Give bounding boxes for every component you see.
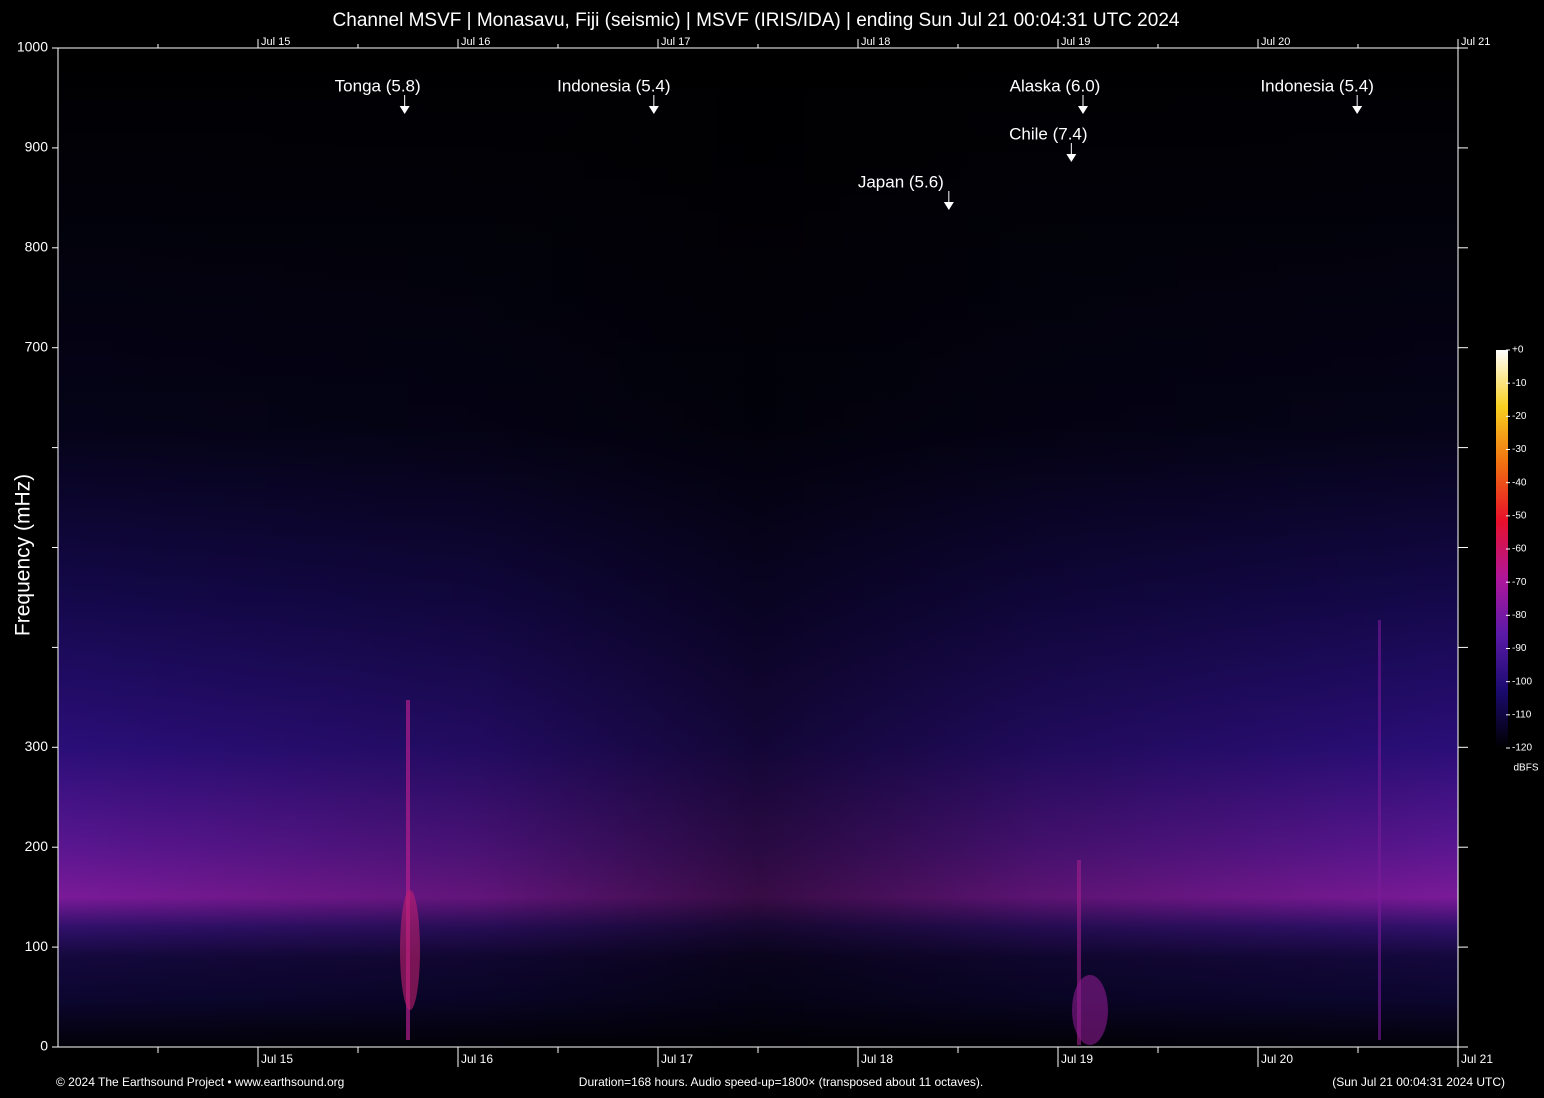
x-tick-label-top: Jul 21 [1461,36,1490,48]
x-tick-label: Jul 15 [261,1052,293,1066]
y-tick-label: 0 [40,1038,48,1054]
x-tick-label: Jul 18 [861,1052,893,1066]
annotation-label: Indonesia (5.4) [557,76,670,95]
colorbar-tick-label: -20 [1512,411,1527,422]
event-streak [1077,860,1081,1045]
annotation-label: Indonesia (5.4) [1260,76,1373,95]
x-tick-label-top: Jul 17 [661,36,690,48]
y-tick-label: 1000 [17,39,48,55]
y-tick-label: 100 [25,938,49,954]
x-tick-label-top: Jul 19 [1061,36,1090,48]
x-tick-label: Jul 21 [1461,1052,1493,1066]
colorbar [1496,350,1508,748]
y-tick-label: 900 [25,139,49,155]
colorbar-tick-label: -10 [1512,378,1527,389]
y-axis-label: Frequency (mHz) [12,474,35,636]
footer-left: © 2024 The Earthsound Project • www.eart… [56,1075,344,1089]
event-streak [400,890,420,1010]
x-tick-label: Jul 20 [1261,1052,1293,1066]
annotation-label: Chile (7.4) [1009,124,1087,143]
annotation-arrow-head [943,202,954,210]
event-streak [406,700,410,1040]
spectrogram-shade [58,48,1458,1047]
annotation-label: Alaska (6.0) [1010,76,1101,95]
annotation-arrow-head [648,106,659,114]
y-tick-label: 800 [25,239,49,255]
x-tick-label-top: Jul 15 [261,36,290,48]
annotation-arrow-head [1066,154,1077,162]
colorbar-tick-label: -60 [1512,544,1527,555]
annotation-label: Japan (5.6) [858,172,944,191]
x-tick-label-top: Jul 16 [461,36,490,48]
x-tick-label: Jul 17 [661,1052,693,1066]
colorbar-tick-label: -50 [1512,510,1527,521]
colorbar-tick-label: -80 [1512,610,1527,621]
y-tick-label: 700 [25,338,49,354]
colorbar-tick-label: -90 [1512,643,1527,654]
x-tick-label: Jul 16 [461,1052,493,1066]
colorbar-tick-label: +0 [1512,345,1524,356]
footer-center: Duration=168 hours. Audio speed-up=1800×… [579,1075,983,1089]
colorbar-label: dBFS [1513,763,1538,774]
x-tick-label-top: Jul 20 [1261,36,1290,48]
annotation-arrow-head [1078,106,1088,114]
event-streak [1072,975,1108,1045]
x-tick-label: Jul 19 [1061,1052,1093,1066]
annotation-label: Tonga (5.8) [335,76,421,95]
y-tick-label: 300 [25,738,49,754]
y-tick-label: 200 [25,838,49,854]
annotation-arrow-head [399,106,410,114]
colorbar-tick-label: -110 [1512,709,1532,720]
footer-right: (Sun Jul 21 00:04:31 2024 UTC) [1332,1075,1505,1089]
colorbar-tick-label: -120 [1512,743,1532,754]
x-tick-label-top: Jul 18 [861,36,890,48]
colorbar-tick-label: -30 [1512,444,1527,455]
colorbar-tick-label: -70 [1512,577,1527,588]
chart-title: Channel MSVF | Monasavu, Fiji (seismic) … [333,10,1180,31]
colorbar-tick-label: -40 [1512,477,1527,488]
colorbar-tick-label: -100 [1512,676,1532,687]
event-streak [1378,620,1381,1040]
annotation-arrow-head [1352,106,1363,114]
